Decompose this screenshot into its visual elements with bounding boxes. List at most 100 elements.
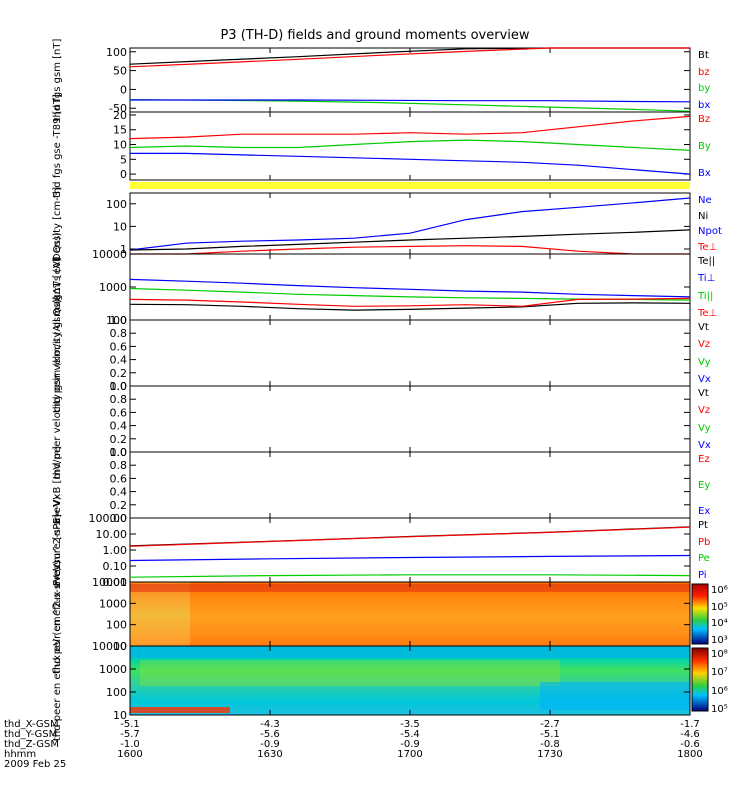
legend-entry: Vy [698,356,711,368]
legend-entry: by [698,83,711,95]
series-line-Ti [129,278,691,298]
legend-entry: Vt [698,322,709,333]
y-tick-label: 100 [106,198,127,211]
ephemeris-value: -3.5 [400,719,420,730]
legend-entry: Ez [698,454,710,465]
colorbar-label: 10⁴ [711,618,728,630]
legend-entry: Ey [698,480,711,491]
legend-entry: Te⊥ [698,242,718,253]
ephemeris-value: 1600 [117,749,143,760]
y-tick-label: 0.0 [110,380,128,393]
ephemeris-value: 1800 [677,749,703,760]
series-line-Pe [129,574,691,578]
y-tick-label: 0.01 [103,576,128,589]
legend-entry: Ex [698,506,711,517]
ephemeris-value: -5.7 [120,729,140,740]
legend-entry: Bt [698,50,709,61]
colorbar-label: 10⁶ [711,585,728,596]
y-tick-label: 100 [106,619,127,632]
legend-entry: Bz [698,114,711,125]
colorbar-label: 10⁵ [711,704,728,715]
y-tick-label: 0 [120,83,127,96]
legend-entry: Pb [698,536,711,548]
legend-entry: Vt [698,388,709,399]
y-tick-label: 0.8 [110,327,128,340]
series-line-Ne [129,197,691,251]
y-tick-label: -50 [109,102,127,115]
colorbar-label: 10⁸ [711,649,728,660]
y-tick-label: 0.0 [110,512,128,525]
y-tick-label: 10 [113,709,127,722]
colorbar-label: 10⁶ [711,685,728,697]
legend-entry: Vy [698,422,711,434]
ephemeris-value: -0.9 [400,739,420,750]
y-tick-label: 10000 [92,640,127,653]
y-tick-label: 10 [113,640,127,653]
y-tick-label: 0.2 [110,499,128,512]
legend-entry: Npot [698,226,722,238]
y-tick-label: 100 [106,686,127,699]
y-tick-label: 0.0 [110,446,128,459]
ephemeris-value: -5.1 [120,719,140,730]
series-line-Ti [129,287,691,301]
y-tick-label: 20 [113,109,127,122]
ephemeris-value: -0.8 [540,739,560,750]
ephemeris-label: thd_Y-GSM [4,729,58,740]
ephemeris-value: -1.0 [120,739,140,750]
y-tick-label: 0.10 [103,560,128,573]
series-line-By [129,139,691,151]
legend-entry: Vx [698,374,711,385]
ion-spectrogram-high-energy [130,584,690,592]
legend-entry: Bx [698,168,711,179]
series-line-Te [129,297,691,307]
ephemeris-label: hhmm [4,749,37,760]
series-line-Te [129,302,691,311]
electron-spectrogram-mid [140,660,560,686]
legend-entry: Vx [698,440,711,451]
panel-frame [129,253,691,321]
y-tick-label: 1.0 [110,446,128,459]
y-tick-label: 10.00 [96,528,128,541]
ephemeris-value: -4.6 [680,729,700,740]
y-tick-label: 0.2 [110,367,128,380]
chart-title: P3 (TH-D) fields and ground moments over… [220,28,530,43]
ion-colorbar [691,583,709,645]
series-line-Te [130,245,690,255]
panel-frame [129,385,691,453]
legend-entry: Vz [698,339,711,351]
colorbar-label: 10⁵ [711,601,728,613]
y-tick-label: 0.4 [110,420,128,433]
y-tick-label: 0.4 [110,354,128,367]
legend-entry: Vz [698,405,711,417]
legend-entry: Ne [698,195,712,206]
legend-entry: bz [698,66,710,78]
legend-entry: bx [698,100,711,111]
electron-colorbar [691,647,709,712]
ephemeris-value: -5.1 [540,729,560,740]
y-tick-label: 100 [106,314,127,327]
panel-frame [129,47,691,113]
ephemeris-value: 1700 [397,749,423,760]
y-tick-label: 0.6 [110,340,128,353]
y-tick-label: 50 [113,65,127,78]
panel-frame [129,517,691,583]
y-tick-label: 10000 [92,248,127,261]
y-tick-label: 100.00 [89,512,128,525]
date-label: 2009 Feb 25 [4,759,67,770]
y-tick-label: 1.00 [103,544,128,557]
ephemeris-label: thd_X-GSM [4,719,59,730]
colorbar-label: 10³ [711,635,728,646]
y-tick-label: 1 [120,243,127,256]
y-tick-label: 1000 [99,597,127,610]
ephemeris-value: -2.7 [540,719,560,730]
series-line-Ni [129,229,691,251]
legend-entry: Te⊥ [698,308,718,319]
legend-entry: Pe [698,553,710,565]
series-line-bz [129,47,690,68]
y-tick-label: 0.2 [110,433,128,446]
ephemeris-value: -5.6 [260,729,280,740]
panel-frame [129,192,691,255]
ephemeris-label: thd_Z-GSM [4,739,59,750]
electron-spectrogram-bottom [130,707,230,713]
series-line-Bx [130,152,691,175]
